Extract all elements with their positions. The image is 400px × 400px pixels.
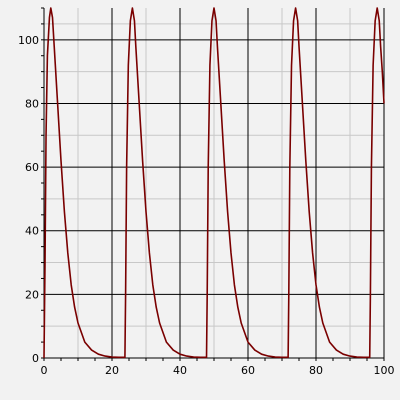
minor-grid (44, 8, 384, 358)
x-tick-labels: 0 20 40 60 80 100 (41, 364, 395, 377)
y-tick-label: 60 (25, 161, 39, 174)
x-tick-label: 40 (173, 364, 187, 377)
x-tick-label: 0 (41, 364, 48, 377)
x-tick-label: 100 (374, 364, 395, 377)
y-tick-label: 20 (25, 288, 39, 301)
axes (41, 7, 385, 361)
y-tick-label: 100 (18, 34, 39, 47)
y-tick-label: 40 (25, 225, 39, 238)
series-layer (43, 7, 385, 359)
x-tick-label: 20 (105, 364, 119, 377)
x-tick-label: 60 (241, 364, 255, 377)
y-tick-label: 80 (25, 97, 39, 110)
y-tick-labels: 0 20 40 60 80 100 (18, 34, 39, 365)
x-tick-label: 80 (309, 364, 323, 377)
y-tick-label: 0 (32, 352, 39, 365)
series-line (43, 7, 385, 359)
